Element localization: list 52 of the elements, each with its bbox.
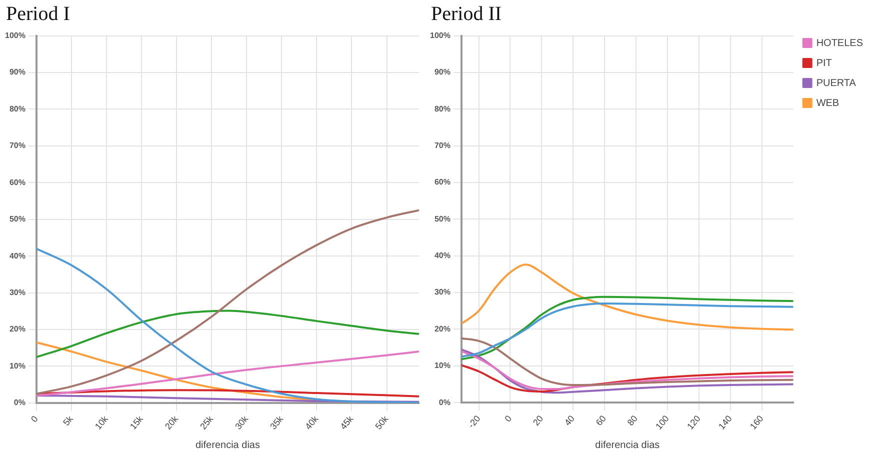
y-tick-label: 50% bbox=[9, 214, 26, 224]
x-tick-label: 5k bbox=[61, 413, 76, 428]
y-tick-label: 60% bbox=[434, 178, 450, 187]
x-tick-label: 50k bbox=[373, 413, 391, 432]
y-tick-label: 50% bbox=[434, 214, 450, 224]
y-tick-label: 40% bbox=[434, 251, 450, 260]
y-tick-label: 90% bbox=[434, 68, 450, 77]
y-tick-label: 90% bbox=[9, 68, 26, 77]
y-tick-label: 20% bbox=[434, 324, 450, 334]
y-tick-label: 80% bbox=[434, 104, 450, 114]
y-tick-label: 0% bbox=[14, 398, 26, 408]
y-tick-label: 100% bbox=[4, 31, 26, 40]
y-tick-label: 60% bbox=[9, 178, 26, 187]
x-axis-title: diferencia dias bbox=[595, 440, 660, 451]
x-tick-label: 45k bbox=[338, 413, 356, 432]
y-tick-label: 10% bbox=[434, 361, 450, 370]
x-tick-label: 160 bbox=[748, 413, 766, 432]
y-tick-label: 40% bbox=[9, 251, 26, 260]
x-tick-label: 35k bbox=[268, 413, 286, 432]
x-tick-label: 20k bbox=[163, 413, 180, 432]
y-tick-label: 80% bbox=[9, 104, 26, 114]
y-tick-label: 20% bbox=[9, 324, 26, 334]
legend-label: HOTELES bbox=[816, 38, 864, 49]
y-tick-label: 100% bbox=[430, 31, 450, 40]
y-tick-label: 70% bbox=[9, 141, 26, 150]
x-tick-label: 40 bbox=[562, 413, 577, 428]
x-tick-label: 30k bbox=[233, 413, 250, 432]
y-tick-label: 30% bbox=[434, 288, 450, 297]
x-tick-label: 10k bbox=[92, 413, 110, 432]
x-tick-label: 60 bbox=[594, 413, 608, 428]
x-tick-label: 0 bbox=[29, 414, 40, 424]
chart-title: Period II bbox=[430, 2, 503, 27]
legend-label: PUERTA bbox=[816, 78, 856, 89]
x-tick-label: 20 bbox=[531, 413, 546, 428]
x-tick-label: 100 bbox=[654, 413, 671, 432]
y-tick-label: 0% bbox=[438, 398, 450, 407]
y-tick-label: 30% bbox=[9, 288, 26, 298]
x-axis-title: diferencia dias bbox=[195, 440, 260, 451]
x-tick-label: 80 bbox=[625, 413, 640, 428]
x-tick-label: 0 bbox=[502, 413, 514, 424]
x-tick-label: -20 bbox=[466, 413, 482, 430]
x-tick-label: 140 bbox=[716, 413, 734, 432]
legend-label: PIT bbox=[816, 58, 832, 69]
x-tick-label: 15k bbox=[128, 413, 146, 432]
line-series bbox=[36, 389, 419, 398]
y-tick-label: 10% bbox=[9, 361, 26, 370]
x-tick-label: 120 bbox=[685, 413, 702, 432]
legend-label: WEB bbox=[816, 98, 840, 109]
x-tick-label: 25k bbox=[198, 413, 216, 432]
x-tick-label: 40k bbox=[303, 413, 320, 432]
y-tick-label: 70% bbox=[434, 141, 450, 150]
chart-title: Period I bbox=[5, 2, 71, 27]
